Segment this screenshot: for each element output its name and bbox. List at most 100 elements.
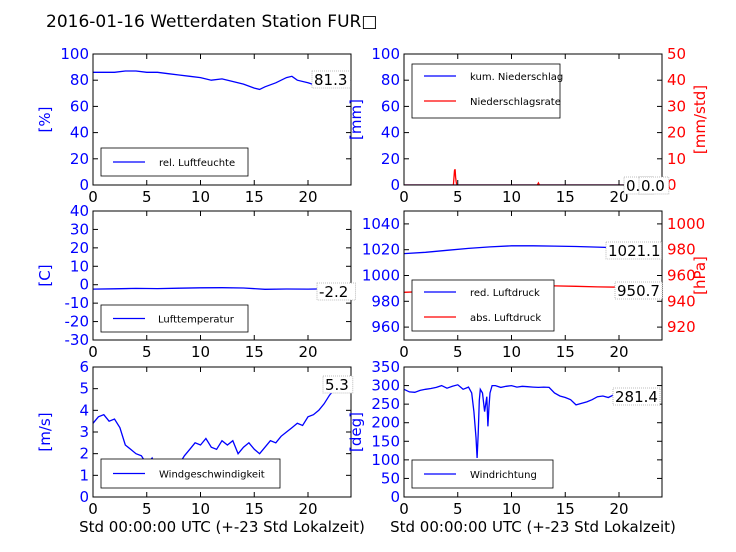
plot-frame-winddir <box>403 366 663 498</box>
value-annotation-windspeed: 5.3 <box>325 376 349 394</box>
x-tick-label: 20 <box>298 188 317 206</box>
y-tick-label: 5 <box>79 380 89 398</box>
series-line-winddir-0 <box>404 384 657 459</box>
x-tick-label: 5 <box>142 188 152 206</box>
figure-title: 2016-01-16 Wetterdaten Station FUR□ <box>46 12 377 32</box>
value-annotation-pressure-box <box>605 241 662 260</box>
x-tick-label: 5 <box>453 500 463 518</box>
x-tick-label: 20 <box>609 500 628 518</box>
x-tick-label: 15 <box>556 500 575 518</box>
y-tick-label: 40 <box>70 202 89 220</box>
value-annotation-winddir-box <box>612 387 661 406</box>
y-axis-label-right: [mm/std] <box>691 85 709 154</box>
x-tick-label: 15 <box>556 343 575 361</box>
y-tick-label: 0 <box>79 276 89 294</box>
y-tick-label: 0 <box>390 488 400 506</box>
y-right-tick-label: 920 <box>667 318 696 336</box>
y-right-tick-label: 20 <box>667 124 686 142</box>
panel-humidity: 0 5 10 15 20 0 20 40 60 80 100 [%] rel. Luftfeuchte 8… <box>36 45 352 206</box>
y-right-tick-label: 10 <box>667 150 686 168</box>
y-right-tick-label: 940 <box>667 292 696 310</box>
y-tick-label: 2 <box>79 445 89 463</box>
value-annotation2-precipitation: 0.0 <box>641 177 665 195</box>
value-annotation2-precipitation-box <box>638 176 670 195</box>
y-tick-label: 1 <box>79 466 89 484</box>
x-tick-label: 5 <box>453 343 463 361</box>
value-annotation2-pressure: 950.7 <box>617 282 660 300</box>
series-line-precipitation-1 <box>404 169 662 185</box>
y-tick-label: 1000 <box>362 267 400 285</box>
legend-entry-label: Windrichtung <box>470 470 537 481</box>
y-axis-label: [%] <box>36 107 54 133</box>
legend-entry-label: Windgeschwindigkeit <box>159 470 265 481</box>
y-tick-label: 100 <box>60 45 89 63</box>
y-tick-label: 0 <box>79 488 89 506</box>
y-tick-label: 80 <box>70 71 89 89</box>
y-axis-label-right: [hPa] <box>691 256 709 295</box>
x-tick-label: 10 <box>502 188 521 206</box>
y-tick-label: 150 <box>371 432 400 450</box>
panel-pressure: 0 5 10 15 20 960 980 1000 1020 1040 920 940 960 980 10… <box>362 210 709 361</box>
y-tick-label: 960 <box>371 318 400 336</box>
value-annotation2-pressure-box <box>614 281 663 300</box>
value-annotation-temperature-box <box>316 282 356 301</box>
y-tick-label: 40 <box>70 124 89 142</box>
x-tick-label: 0 <box>88 343 98 361</box>
legend-box-precipitation <box>411 63 561 119</box>
plot-frame-temperature <box>92 210 352 341</box>
x-tick-label: 10 <box>191 188 210 206</box>
y-tick-label: 3 <box>79 423 89 441</box>
value-annotation-winddir: 281.4 <box>615 388 658 406</box>
y-tick-label: 80 <box>381 71 400 89</box>
x-axis-label-right: Std 00:00:00 UTC (+-23 Std Lokalzeit) <box>390 518 676 536</box>
y-right-tick-label: 1000 <box>667 215 705 233</box>
legend-entry-label: kum. Niederschlag <box>470 72 563 83</box>
y-right-tick-label: 980 <box>667 241 696 259</box>
panel-temperature: 0 5 10 15 20-30-20-10010203040[C]Lufttempera… <box>36 202 356 361</box>
value-annotation-temperature: -2.2 <box>319 283 348 301</box>
y-right-tick-label: 30 <box>667 97 686 115</box>
legend-entry-label: red. Luftdruck <box>470 288 540 299</box>
y-tick-label: 6 <box>79 358 89 376</box>
x-tick-label: 0 <box>399 188 409 206</box>
x-tick-label: 5 <box>142 343 152 361</box>
y-tick-label: 60 <box>70 97 89 115</box>
x-tick-label: 10 <box>191 343 210 361</box>
plot-frame-humidity <box>92 53 352 186</box>
y-tick-label: 0 <box>390 176 400 194</box>
series-line-humidity-0 <box>93 70 330 91</box>
y-tick-label: 300 <box>371 377 400 395</box>
x-axis-label-left: Std 00:00:00 UTC (+-23 Std Lokalzeit) <box>79 518 365 536</box>
x-tick-label: 15 <box>245 343 264 361</box>
plot-frame-precipitation <box>403 53 663 186</box>
y-tick-label: 1020 <box>362 241 400 259</box>
x-tick-label: 0 <box>399 343 409 361</box>
y-right-tick-label: 960 <box>667 267 696 285</box>
y-tick-label: -10 <box>65 294 90 312</box>
y-tick-label: 50 <box>381 469 400 487</box>
y-axis-label: [C] <box>36 264 54 286</box>
y-tick-label: 20 <box>70 150 89 168</box>
y-tick-label: -30 <box>65 331 90 349</box>
x-tick-label: 15 <box>556 188 575 206</box>
y-tick-label: 350 <box>371 358 400 376</box>
legend-entry-label: abs. Luftdruck <box>470 313 541 324</box>
y-right-tick-label: 40 <box>667 71 686 89</box>
x-tick-label: 10 <box>502 343 521 361</box>
x-tick-label: 10 <box>502 500 521 518</box>
legend-box-pressure <box>411 279 555 332</box>
x-tick-label: 5 <box>142 500 152 518</box>
y-tick-label: 980 <box>371 292 400 310</box>
value-annotation-humidity-box <box>311 70 351 89</box>
y-tick-label: 100 <box>371 451 400 469</box>
y-tick-label: 200 <box>371 414 400 432</box>
x-tick-label: 20 <box>609 343 628 361</box>
x-tick-label: 5 <box>453 188 463 206</box>
y-tick-label: 250 <box>371 395 400 413</box>
y-right-tick-label: 50 <box>667 45 686 63</box>
panel-winddir: 0 5 10 15 20050100150200250300350[deg]Windri… <box>347 358 663 518</box>
x-tick-label: 20 <box>298 500 317 518</box>
series-line-pressure-0 <box>404 245 641 255</box>
